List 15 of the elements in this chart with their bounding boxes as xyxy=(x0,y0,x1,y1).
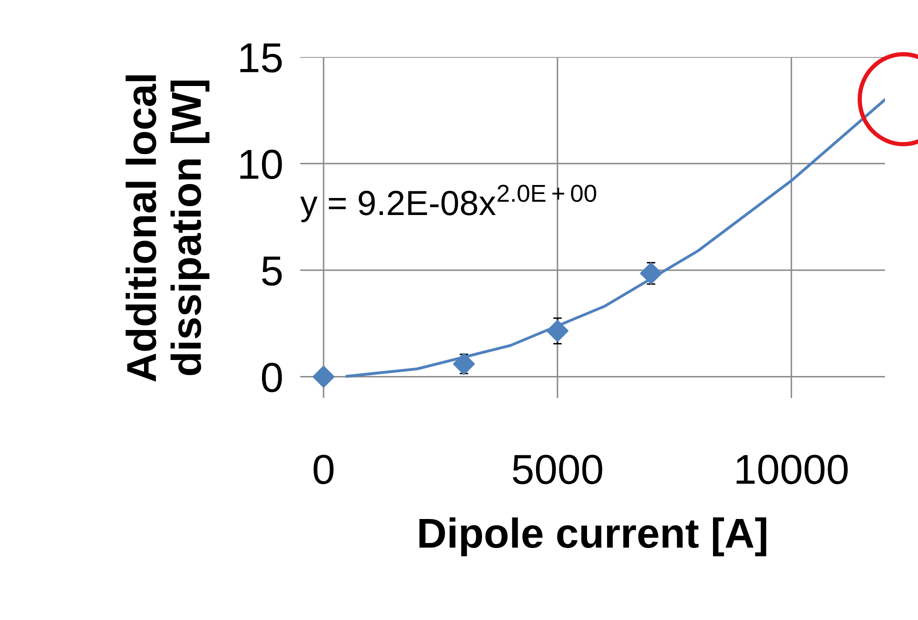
annotation: y = 9.2E-08x$^{2.0E+00}$ xyxy=(300,184,596,222)
line-series xyxy=(346,98,885,378)
x-tick-label: 0 xyxy=(314,454,334,484)
x-axis-title: Dipole current [A] xyxy=(419,517,766,556)
y-tick-label: 15 xyxy=(240,43,282,73)
y-tick-label: 10 xyxy=(240,150,282,180)
point xyxy=(546,320,568,342)
y-axis-title: Additional local dissipation [W] xyxy=(126,75,210,382)
x-tick-label: 10000 xyxy=(736,454,848,484)
point xyxy=(452,352,475,375)
x-tick-label: 5000 xyxy=(512,454,602,484)
point xyxy=(312,366,335,388)
point xyxy=(640,262,662,284)
y-tick-label: 0 xyxy=(262,362,282,392)
y-tick-label: 5 xyxy=(262,256,282,286)
